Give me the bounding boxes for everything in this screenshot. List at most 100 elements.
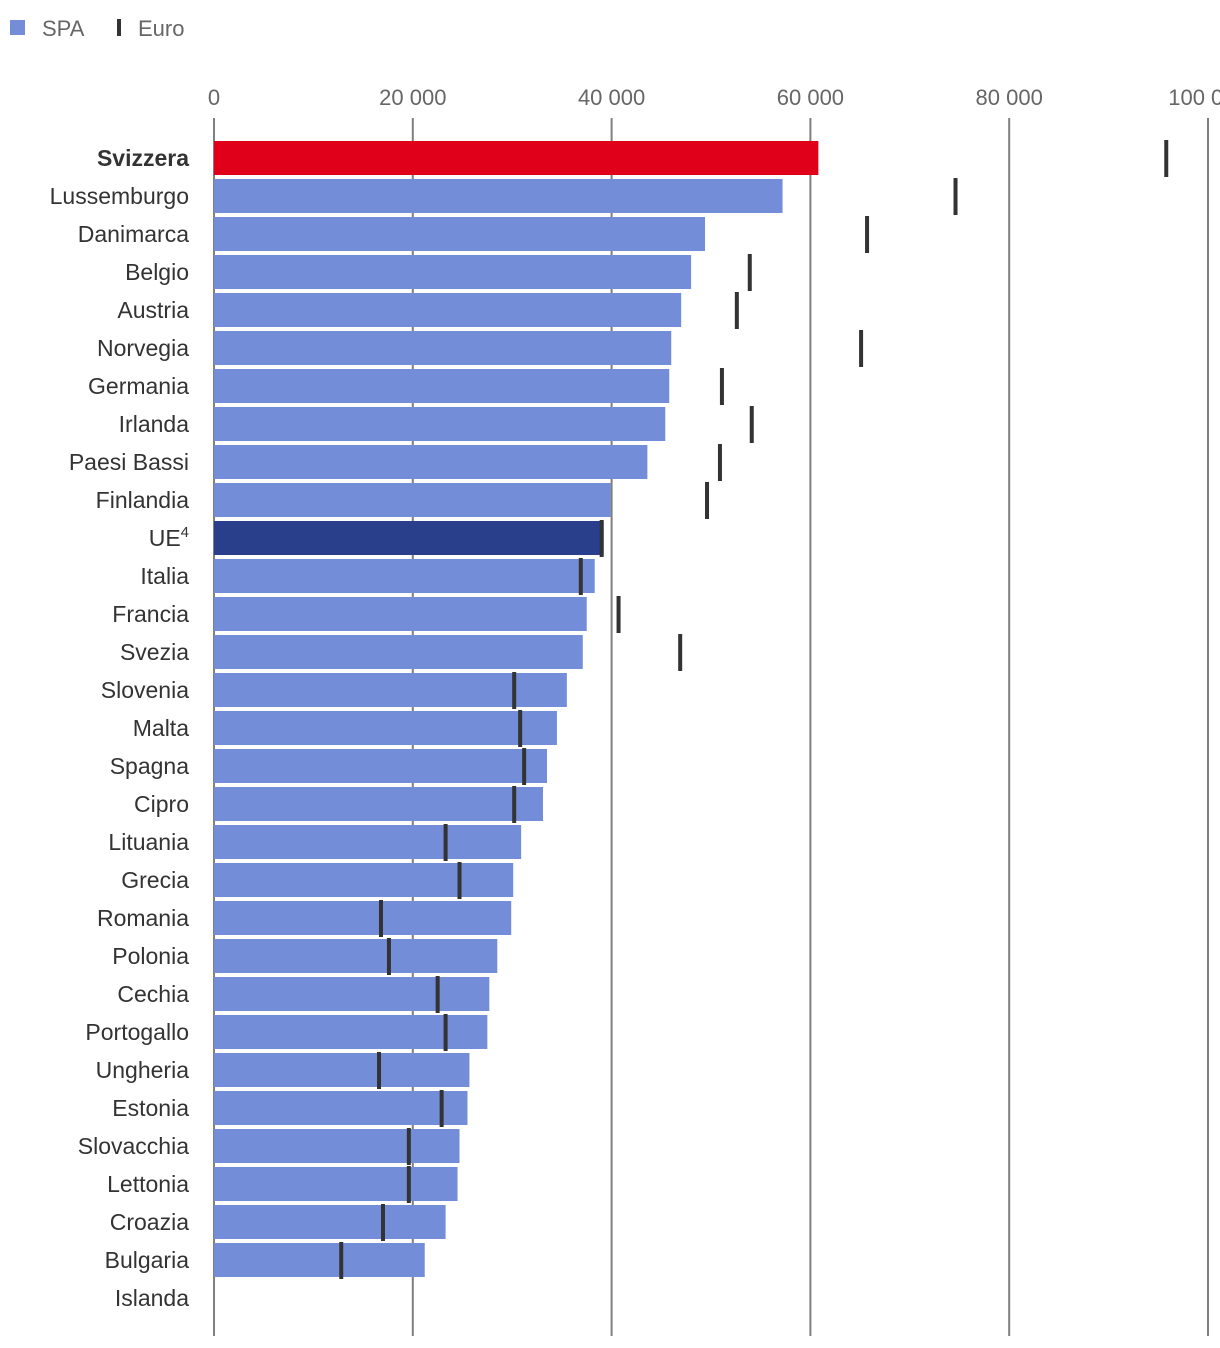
euro-marker-slovacchia <box>406 1128 411 1165</box>
euro-marker-italia <box>578 558 583 595</box>
euro-marker-lettonia <box>406 1166 411 1203</box>
euro-marker-ue <box>599 520 604 557</box>
bar-estonia <box>214 1091 468 1125</box>
legend-euro-marker <box>117 19 121 36</box>
category-label-romania: Romania <box>97 905 189 931</box>
x-tick-label-4: 80 000 <box>976 85 1043 110</box>
category-label-cechia: Cechia <box>117 981 189 1007</box>
bar-spagna <box>214 749 547 783</box>
bar-finlandia <box>214 483 611 517</box>
category-label-islanda: Islanda <box>115 1285 189 1311</box>
bar-grecia <box>214 863 514 897</box>
category-label-slovenia: Slovenia <box>101 677 189 703</box>
bar-italia <box>214 559 595 593</box>
category-label-estonia: Estonia <box>112 1095 189 1121</box>
bar-slovacchia <box>214 1129 460 1163</box>
legend-spa-label: SPA <box>42 16 85 41</box>
euro-marker-norvegia <box>859 330 864 367</box>
category-label-svizzera: Svizzera <box>97 145 189 171</box>
category-label-polonia: Polonia <box>112 943 189 969</box>
euro-marker-francia <box>616 596 621 633</box>
category-label-austria: Austria <box>117 297 189 323</box>
bar-cipro <box>214 787 544 821</box>
euro-marker-portogallo <box>443 1014 448 1051</box>
bar-lussemburgo <box>214 179 783 213</box>
category-label-lettonia: Lettonia <box>107 1171 189 1197</box>
bar-bulgaria <box>214 1243 425 1277</box>
category-label-germania: Germania <box>88 373 189 399</box>
bar-lituania <box>214 825 522 859</box>
x-tick-label-2: 40 000 <box>578 85 645 110</box>
category-label-paesi-bassi: Paesi Bassi <box>69 449 189 475</box>
euro-marker-polonia <box>386 938 391 975</box>
category-label-ue: UE4 <box>149 524 189 551</box>
euro-marker-cipro <box>512 786 517 823</box>
category-label-lussemburgo: Lussemburgo <box>50 183 189 209</box>
bar-francia <box>214 597 587 631</box>
euro-marker-estonia <box>439 1090 444 1127</box>
bar-malta <box>214 711 557 745</box>
euro-marker-grecia <box>457 862 462 899</box>
category-label-ungheria: Ungheria <box>96 1057 190 1083</box>
category-label-italia: Italia <box>140 563 189 589</box>
bar-romania <box>214 901 512 935</box>
category-label-svezia: Svezia <box>120 639 189 665</box>
bar-danimarca <box>214 217 706 251</box>
category-label-slovacchia: Slovacchia <box>78 1133 189 1159</box>
category-label-danimarca: Danimarca <box>78 221 189 247</box>
x-tick-label-1: 20 000 <box>379 85 446 110</box>
bar-svizzera <box>214 141 819 175</box>
euro-marker-spagna <box>522 748 527 785</box>
category-label-cipro: Cipro <box>134 791 189 817</box>
category-label-belgio: Belgio <box>125 259 189 285</box>
category-label-irlanda: Irlanda <box>119 411 190 437</box>
euro-marker-austria <box>734 292 739 329</box>
euro-marker-malta <box>518 710 523 747</box>
category-label-malta: Malta <box>133 715 189 741</box>
category-label-norvegia: Norvegia <box>97 335 189 361</box>
bar-ue <box>214 521 604 555</box>
category-labels: Svizzera Lussemburgo Danimarca Belgio Austri… <box>50 145 190 1311</box>
bar-svezia <box>214 635 583 669</box>
euro-marker-paesi-bassi <box>717 444 722 481</box>
euro-marker-svezia <box>678 634 683 671</box>
euro-marker-cechia <box>435 976 440 1013</box>
euro-marker-lussemburgo <box>953 178 958 215</box>
category-label-finlandia: Finlandia <box>96 487 190 513</box>
euro-marker-ungheria <box>377 1052 382 1089</box>
category-label-bulgaria: Bulgaria <box>105 1247 190 1273</box>
bar-lettonia <box>214 1167 458 1201</box>
euro-marker-lituania <box>443 824 448 861</box>
legend-spa-swatch <box>10 20 25 35</box>
legend: SPA Euro <box>10 16 184 41</box>
x-tick-label-0: 0 <box>208 85 220 110</box>
bar-polonia <box>214 939 498 973</box>
category-label-portogallo: Portogallo <box>85 1019 189 1045</box>
bar-norvegia <box>214 331 672 365</box>
bar-belgio <box>214 255 692 289</box>
x-axis-tick-labels: 0 20 000 40 000 60 000 80 000 100 000 <box>208 85 1220 110</box>
bar-slovenia <box>214 673 567 707</box>
category-label-spagna: Spagna <box>110 753 190 779</box>
bars <box>214 141 819 1277</box>
bar-austria <box>214 293 682 327</box>
x-tick-label-3: 60 000 <box>777 85 844 110</box>
euro-marker-irlanda <box>749 406 754 443</box>
legend-euro-label: Euro <box>138 16 184 41</box>
bar-ungheria <box>214 1053 470 1087</box>
euro-marker-romania <box>378 900 383 937</box>
euro-marker-slovenia <box>512 672 517 709</box>
category-label-croazia: Croazia <box>110 1209 189 1235</box>
euro-marker-danimarca <box>865 216 870 253</box>
bar-irlanda <box>214 407 666 441</box>
euro-marker-germania <box>719 368 724 405</box>
euro-marker-belgio <box>747 254 752 291</box>
euro-marker-svizzera <box>1164 140 1169 177</box>
category-label-grecia: Grecia <box>121 867 189 893</box>
bar-cechia <box>214 977 490 1011</box>
euro-marker-finlandia <box>705 482 710 519</box>
euro-marker-croazia <box>380 1204 385 1241</box>
bar-portogallo <box>214 1015 488 1049</box>
euro-marker-bulgaria <box>339 1242 344 1279</box>
